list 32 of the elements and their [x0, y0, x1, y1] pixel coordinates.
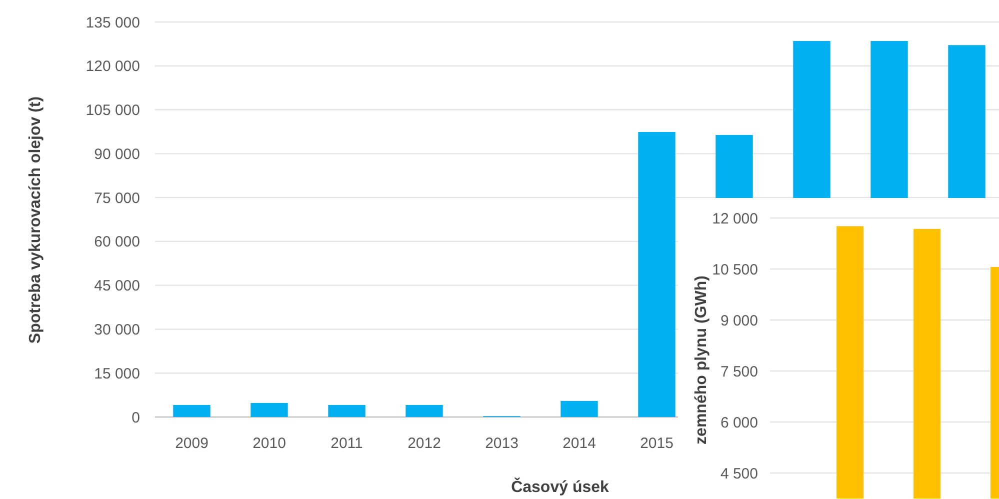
bar: [328, 405, 366, 417]
y-tick-label: 30 000: [94, 321, 140, 338]
y-tick-label: 135 000: [86, 14, 140, 32]
y-tick-label: 7 500: [720, 363, 758, 380]
y-tick-label: 6 000: [720, 414, 758, 432]
y-tick-label: 4 500: [720, 465, 758, 482]
y-tick-label: 60 000: [94, 234, 140, 251]
x-tick-label: 2014: [562, 435, 596, 452]
y-tick-label: 120 000: [86, 58, 140, 76]
y-tick-label: 9 000: [720, 312, 758, 330]
x-tick-label: 2012: [408, 435, 441, 452]
y-tick-label: 0: [132, 409, 140, 426]
y-tick-label: 105 000: [86, 102, 140, 120]
bar: [250, 402, 288, 417]
y-tick-label: 90 000: [94, 146, 140, 163]
y-tick-label: 75 000: [94, 190, 140, 207]
x-tick-label: 2009: [175, 435, 208, 452]
bar: [173, 405, 210, 417]
bar: [560, 400, 598, 417]
y-tick-label: 12 000: [712, 210, 758, 228]
y-axis-title: zemného plynu (GWh): [693, 276, 710, 444]
bar: [638, 132, 676, 417]
y-axis-title: Spotreba vykurovacích olejov (t): [27, 96, 44, 344]
x-tick-label: 2010: [252, 435, 286, 452]
y-tick-label: 10 500: [712, 261, 758, 278]
y-tick-label: 45 000: [94, 278, 140, 295]
y-tick-label: 15 000: [94, 365, 140, 382]
x-tick-label: 2011: [330, 435, 363, 452]
x-tick-label: 2013: [485, 435, 518, 452]
x-tick-label: 2015: [640, 435, 674, 452]
x-axis-title: Časový úsek: [511, 477, 610, 496]
bar: [406, 405, 443, 417]
